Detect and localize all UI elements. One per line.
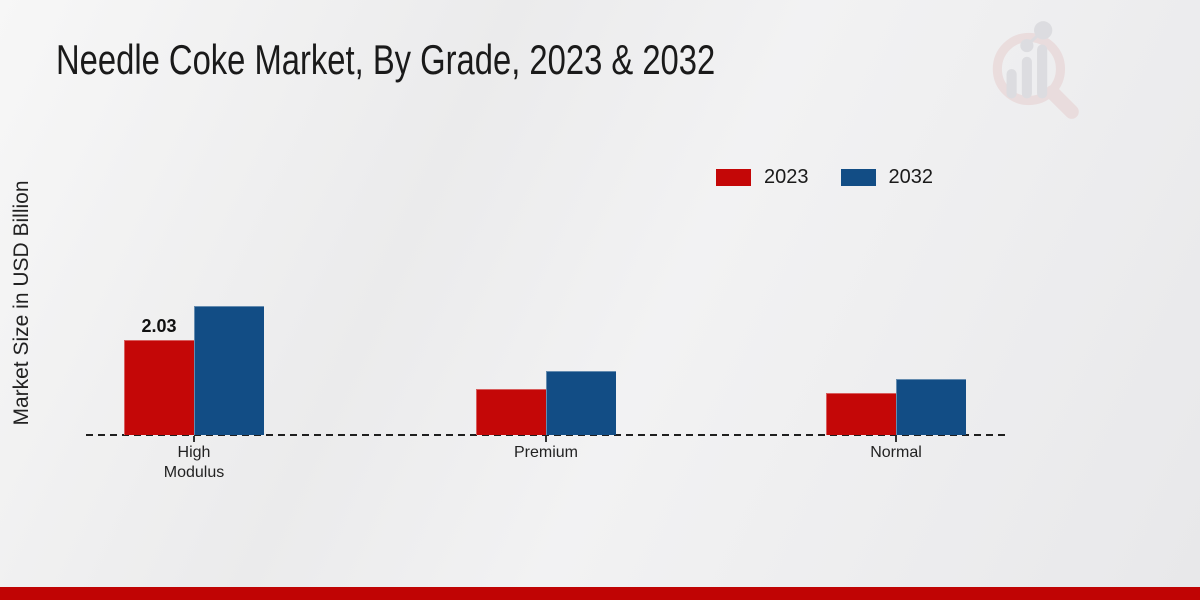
bar-2032-high-modulus [194,306,264,435]
bar-2023-high-modulus [124,340,194,435]
bar-2023-normal [826,393,896,435]
x-axis-label-high-modulus: High Modulus [163,444,225,481]
x-axis-tick-high-modulus [193,436,195,442]
legend-swatch-2032 [840,169,876,186]
bar-2032-normal [896,379,966,435]
legend-label-2032: 2032 [888,166,934,188]
legend-label-2023: 2023 [764,166,809,188]
bar-value-label-2023-high-modulus: 2.03 [141,316,177,336]
bar-2023-premium [476,389,546,435]
x-axis-tick-normal [895,436,897,442]
x-axis-tick-premium [545,436,547,442]
legend-swatch-2023 [716,169,751,186]
bar-2032-premium [546,371,616,435]
x-axis-label-premium: Premium [513,444,578,461]
legend: 2023 2032 [716,166,933,189]
x-axis-label-normal: Normal [870,444,922,461]
legend-item-2023: 2023 [716,166,809,189]
legend-item-2032: 2032 [840,166,934,189]
brand-watermark-icon [992,21,1079,119]
footer-accent-band [0,587,1200,600]
x-axis-baseline [86,434,1006,436]
chart-title: Needle Coke Market, By Grade, 2023 & 203… [56,36,716,83]
